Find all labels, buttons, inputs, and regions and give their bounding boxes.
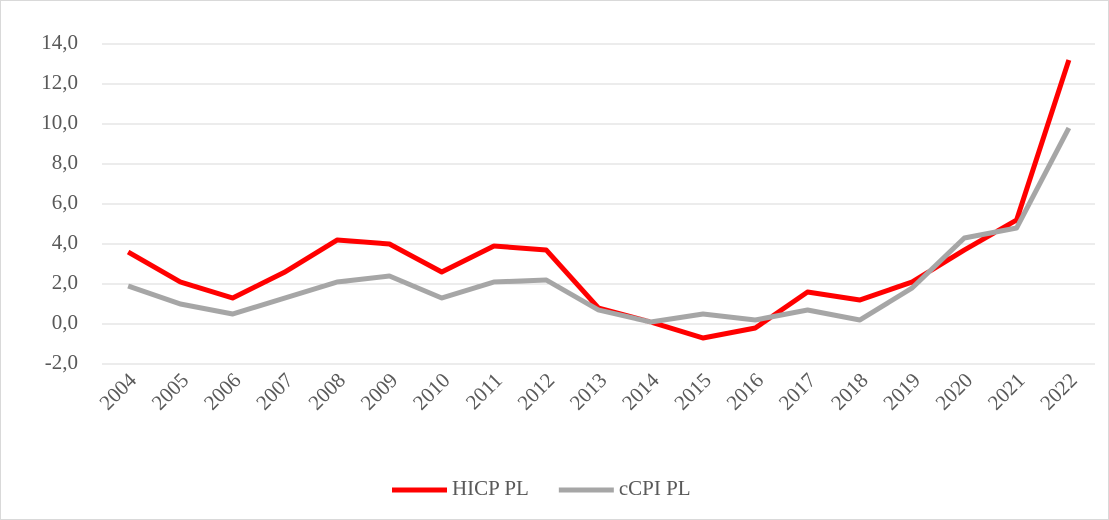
- line-series: [127, 126, 1072, 325]
- y-tick-label: 10,0: [41, 110, 78, 134]
- y-tick-label: -2,0: [45, 350, 78, 374]
- legend-label: cCPI PL: [619, 476, 691, 500]
- y-tick-label: 8,0: [52, 150, 78, 174]
- legend-label: HICP PL: [452, 476, 529, 500]
- y-tick-label: 4,0: [52, 230, 78, 254]
- y-tick-label: 0,0: [52, 310, 78, 334]
- y-tick-label: 2,0: [52, 270, 78, 294]
- y-tick-label: 12,0: [41, 70, 78, 94]
- y-tick-label: 6,0: [52, 190, 78, 214]
- y-tick-label: 14,0: [41, 30, 78, 54]
